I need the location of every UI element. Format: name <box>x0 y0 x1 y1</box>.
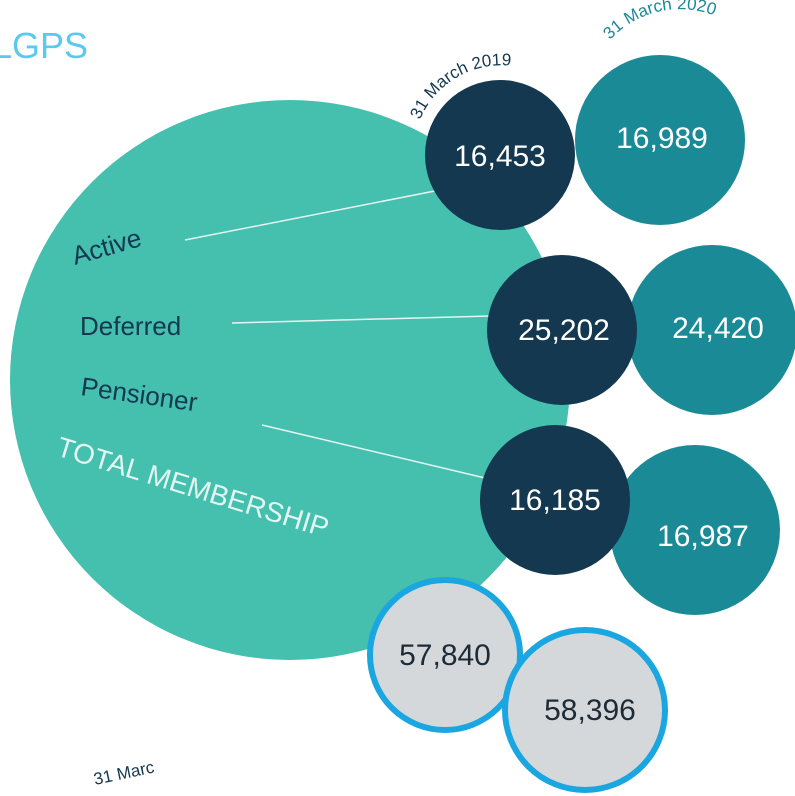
value: 57,840 <box>399 639 491 672</box>
row-label: Deferred <box>80 311 181 341</box>
value: 16,185 <box>509 484 601 517</box>
bubble-2019 <box>487 255 637 405</box>
value: 16,987 <box>657 520 749 553</box>
connector <box>231 315 491 324</box>
date-label: 31 March 2020 <box>599 0 719 43</box>
title: LGPS <box>0 25 88 66</box>
date-label: 31 March 2020 <box>599 0 719 43</box>
value: 58,396 <box>544 694 636 727</box>
value: 16,453 <box>454 140 546 173</box>
bubble-2020 <box>627 245 795 415</box>
bubble-2019 <box>425 80 575 230</box>
total-bubble-2019 <box>367 577 523 733</box>
bubble-2019 <box>480 425 630 575</box>
bubble-2020 <box>575 55 745 225</box>
footer-fragment: 31 Marc <box>92 757 157 788</box>
value: 16,989 <box>616 122 708 155</box>
total-bubble-2020 <box>502 627 668 793</box>
bubble-2020 <box>610 445 780 615</box>
connector <box>261 424 486 479</box>
total-circle <box>10 100 570 660</box>
connector <box>184 189 441 241</box>
value: 24,420 <box>672 312 764 345</box>
value: 25,202 <box>518 314 610 347</box>
